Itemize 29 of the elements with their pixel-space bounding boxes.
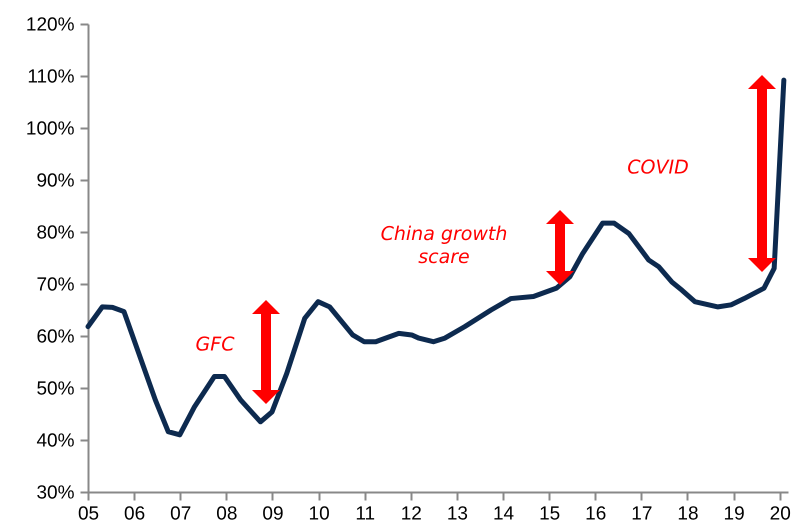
x-tick-label: 12 xyxy=(400,504,422,524)
x-tick-label: 07 xyxy=(170,504,192,524)
annotation: COVID xyxy=(627,156,689,180)
y-tick-label: 110% xyxy=(27,66,75,88)
y-tick-label: 100% xyxy=(26,118,75,140)
annotation: GFC xyxy=(196,334,234,356)
x-tick-label: 13 xyxy=(446,504,468,524)
x-tick-label: 05 xyxy=(78,504,100,524)
x-tick-label: 15 xyxy=(539,504,560,524)
x-tick-label: 14 xyxy=(492,504,515,524)
x-tick-label: 06 xyxy=(124,504,146,524)
y-tick-label: 30% xyxy=(36,482,75,504)
y-tick-label: 70% xyxy=(36,274,75,296)
x-tick-label: 17 xyxy=(631,504,652,524)
annotation: China growth scare xyxy=(380,223,508,269)
y-tick-label: 60% xyxy=(36,326,75,348)
y-tick-label: 90% xyxy=(36,170,75,192)
x-tick-label: 11 xyxy=(355,504,376,524)
y-tick-label: 40% xyxy=(36,430,75,452)
x-tick-label: 19 xyxy=(724,504,745,524)
x-tick-label: 18 xyxy=(677,504,699,524)
x-tick-label: 09 xyxy=(262,504,284,524)
y-tick-label: 80% xyxy=(36,222,75,244)
x-tick-label: 08 xyxy=(216,504,238,524)
y-tick-label: 120% xyxy=(26,14,75,36)
x-tick-label: 10 xyxy=(308,504,330,524)
x-tick-label: 20 xyxy=(770,504,791,524)
x-tick-label: 16 xyxy=(585,504,606,524)
y-tick-label: 50% xyxy=(36,378,75,400)
